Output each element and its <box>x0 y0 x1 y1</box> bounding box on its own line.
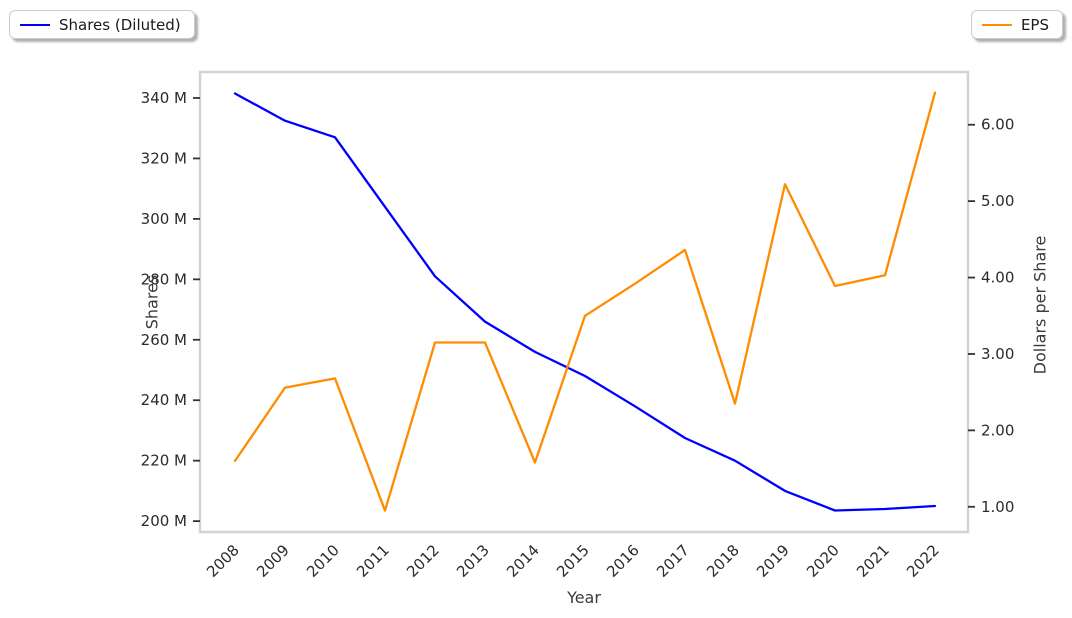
legend-eps: EPS <box>970 10 1063 39</box>
left-tick-label: 300 M <box>141 210 187 228</box>
x-tick-label: 2021 <box>853 541 893 581</box>
x-tick-label: 2019 <box>753 541 793 581</box>
left-tick-label: 220 M <box>141 452 187 470</box>
x-tick-label: 2009 <box>253 541 293 581</box>
shares-line <box>233 92 937 512</box>
eps-line-swatch <box>981 23 1012 26</box>
plot-border <box>198 70 970 534</box>
x-tick-label: 2022 <box>903 541 943 581</box>
x-tick-label: 2010 <box>303 541 343 581</box>
right-axis-title: Dollars per Share <box>1030 235 1050 375</box>
left-tick-label: 200 M <box>141 512 187 530</box>
left-axis-title: Shares <box>142 274 162 330</box>
x-tick-label: 2012 <box>403 541 443 581</box>
x-tick-label: 2020 <box>803 541 843 581</box>
x-tick-label: 2013 <box>453 541 493 581</box>
right-tick-label: 6.00 <box>981 116 1014 134</box>
right-tick-label: 3.00 <box>981 345 1014 363</box>
left-tick-label: 340 M <box>141 89 187 107</box>
x-tick-label: 2008 <box>203 541 243 581</box>
right-tick-label: 4.00 <box>981 269 1014 287</box>
x-tick-label: 2011 <box>353 541 393 581</box>
legend-shares-label: Shares (Diluted) <box>59 15 181 34</box>
x-axis-title: Year <box>567 588 601 607</box>
right-tick-label: 1.00 <box>981 498 1014 516</box>
left-tick-label: 260 M <box>141 331 187 349</box>
legend-eps-label: EPS <box>1020 15 1049 34</box>
shares-line-swatch <box>20 23 50 26</box>
x-tick-label: 2017 <box>653 541 693 581</box>
left-tick-label: 240 M <box>141 391 187 409</box>
x-tick-label: 2016 <box>603 541 643 581</box>
right-tick-label: 5.00 <box>981 192 1014 210</box>
x-tick-label: 2014 <box>503 541 543 581</box>
eps-line <box>233 91 937 512</box>
x-tick-label: 2015 <box>553 541 593 581</box>
left-tick-label: 320 M <box>141 149 187 167</box>
right-tick-label: 2.00 <box>981 421 1014 439</box>
left-tick-label: 280 M <box>141 270 187 288</box>
x-tick-label: 2018 <box>703 541 743 581</box>
legend-shares: Shares (Diluted) <box>9 10 195 39</box>
